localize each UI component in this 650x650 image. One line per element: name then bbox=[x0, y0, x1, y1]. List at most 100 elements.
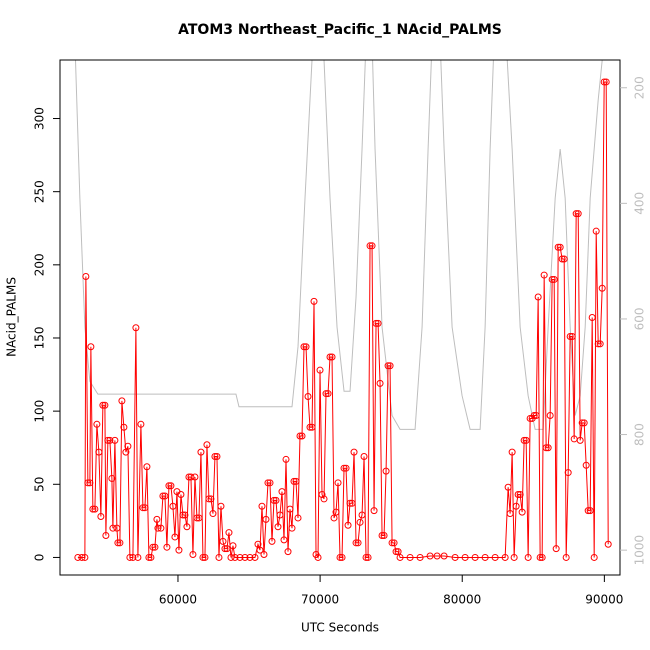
data-point bbox=[159, 492, 167, 500]
y2-tick-label: 1000 bbox=[633, 535, 647, 566]
data-point bbox=[213, 452, 221, 460]
data-point bbox=[600, 78, 608, 86]
data-point bbox=[102, 531, 110, 539]
data-point bbox=[546, 412, 554, 420]
y2-line bbox=[74, 60, 603, 430]
data-point bbox=[278, 488, 286, 496]
data-point bbox=[344, 521, 352, 529]
data-point bbox=[113, 524, 121, 532]
data-point bbox=[193, 514, 201, 522]
plot-box bbox=[59, 59, 621, 576]
data-point bbox=[346, 499, 354, 507]
data-point bbox=[306, 423, 314, 431]
data-point bbox=[209, 510, 217, 518]
data-point bbox=[288, 524, 296, 532]
data-point bbox=[154, 524, 162, 532]
data-point bbox=[207, 495, 215, 503]
data-line bbox=[77, 81, 609, 560]
data-point bbox=[108, 474, 116, 482]
data-point bbox=[512, 502, 520, 510]
data-point bbox=[272, 496, 280, 504]
data-point bbox=[504, 483, 512, 491]
data-point bbox=[364, 553, 372, 561]
data-point bbox=[292, 477, 300, 485]
data-point bbox=[580, 419, 588, 427]
data-point bbox=[338, 553, 346, 561]
data-point bbox=[332, 508, 340, 516]
data-point bbox=[153, 515, 161, 523]
data-point bbox=[524, 553, 532, 561]
data-point bbox=[104, 436, 112, 444]
data-point bbox=[95, 448, 103, 456]
data-point bbox=[560, 255, 568, 263]
data-point bbox=[211, 452, 219, 460]
y-tick-label: 100 bbox=[33, 400, 47, 423]
data-point bbox=[604, 540, 612, 548]
data-point bbox=[268, 537, 276, 545]
data-point bbox=[378, 531, 386, 539]
data-point bbox=[256, 546, 264, 554]
data-point bbox=[542, 444, 550, 452]
data-point bbox=[516, 491, 524, 499]
data-point bbox=[236, 553, 244, 561]
data-point bbox=[358, 511, 366, 519]
data-point bbox=[169, 502, 177, 510]
data-point bbox=[544, 444, 552, 452]
data-point bbox=[262, 515, 270, 523]
data-point bbox=[370, 507, 378, 515]
data-point bbox=[360, 452, 368, 460]
data-point bbox=[568, 333, 576, 341]
data-point bbox=[181, 511, 189, 519]
data-point bbox=[282, 455, 290, 463]
data-point bbox=[274, 523, 282, 531]
data-point bbox=[227, 553, 235, 561]
x-tick-label: 80000 bbox=[443, 593, 481, 607]
data-point bbox=[540, 271, 548, 279]
data-point bbox=[506, 510, 514, 518]
data-point bbox=[372, 319, 380, 327]
data-point bbox=[141, 504, 149, 512]
data-point bbox=[366, 242, 374, 250]
data-point bbox=[86, 479, 94, 487]
data-point bbox=[594, 340, 602, 348]
data-point bbox=[522, 436, 530, 444]
data-point bbox=[388, 539, 396, 547]
y-tick-label: 300 bbox=[33, 107, 47, 130]
data-point bbox=[87, 343, 95, 351]
data-point bbox=[416, 553, 424, 561]
data-point bbox=[217, 502, 225, 510]
data-point bbox=[280, 536, 288, 544]
data-point bbox=[514, 491, 522, 499]
data-point bbox=[215, 553, 223, 561]
data-point bbox=[74, 553, 82, 561]
data-point bbox=[406, 553, 414, 561]
data-point bbox=[157, 524, 165, 532]
data-point bbox=[318, 491, 326, 499]
data-point bbox=[564, 469, 572, 477]
data-point bbox=[114, 539, 122, 547]
data-point bbox=[93, 420, 101, 428]
data-point bbox=[380, 531, 388, 539]
data-point bbox=[149, 543, 157, 551]
data-point bbox=[219, 537, 227, 545]
data-point bbox=[129, 553, 137, 561]
data-point bbox=[161, 492, 169, 500]
data-point bbox=[316, 366, 324, 374]
data-point bbox=[163, 543, 171, 551]
data-point bbox=[195, 514, 203, 522]
data-point bbox=[352, 539, 360, 547]
data-point bbox=[368, 242, 376, 250]
data-point bbox=[175, 546, 183, 554]
data-point bbox=[451, 553, 459, 561]
data-point bbox=[481, 553, 489, 561]
data-point bbox=[314, 553, 322, 561]
data-point bbox=[82, 273, 90, 281]
data-point bbox=[266, 479, 274, 487]
data-point bbox=[223, 545, 231, 553]
y2-tick-label: 800 bbox=[633, 423, 647, 446]
data-point bbox=[374, 319, 382, 327]
data-point bbox=[165, 482, 173, 490]
data-point bbox=[598, 284, 606, 292]
